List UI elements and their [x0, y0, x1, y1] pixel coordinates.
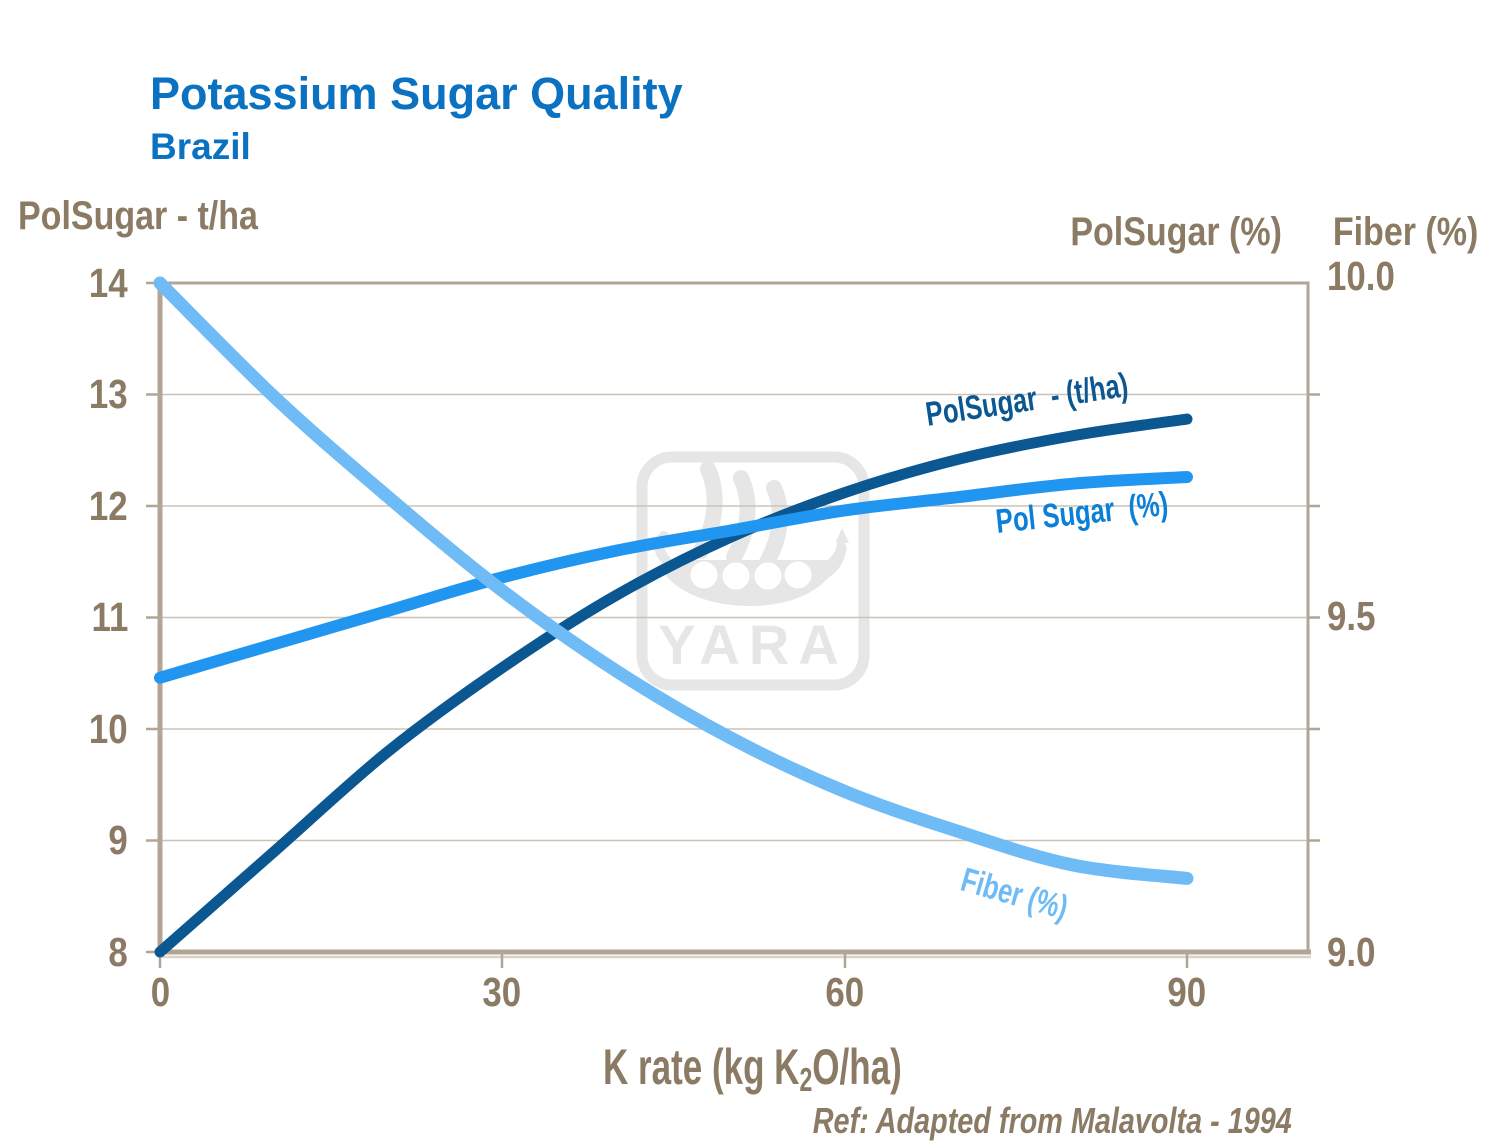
x-axis-title-post: O/ha) — [811, 1039, 902, 1095]
x-tick-60: 60 — [825, 969, 865, 1015]
shield-icon — [754, 562, 782, 590]
x-axis-title-subscript: 2 — [799, 1061, 812, 1099]
x-tick-30: 30 — [482, 969, 522, 1015]
y-tick-10: 10 — [89, 706, 128, 752]
shield-icon — [722, 562, 750, 590]
y-tick-9: 9 — [108, 817, 128, 863]
right-axis-title-polsugar-text: PolSugar (%) — [1070, 210, 1282, 254]
y-tick-8: 8 — [108, 929, 128, 975]
y-tick-14: 14 — [89, 260, 128, 306]
x-axis-title-pre: K rate (kg K — [602, 1039, 800, 1095]
tick-marks — [146, 281, 1320, 968]
fiber-curve — [153, 276, 1194, 885]
polsugar-pct-curve — [154, 471, 1193, 684]
right-axis-title-fiber: Fiber (%) — [1318, 210, 1494, 255]
right-tick-10-0: 10.0 — [1327, 253, 1395, 299]
yara-watermark-text: YARA — [658, 613, 848, 676]
page-title: Potassium Sugar Quality — [150, 68, 683, 119]
yara-watermark-logo: YARA — [636, 451, 870, 691]
reference-footnote: Ref: Adapted from Malavolta - 1994 — [812, 1100, 1292, 1141]
ship-hull-icon — [661, 539, 847, 606]
left-axis-title: PolSugar - t/ha — [18, 194, 300, 239]
sail-icon — [693, 461, 723, 559]
dragon-head-icon — [836, 528, 849, 543]
y-tick-13: 13 — [89, 371, 128, 417]
page-subtitle: Brazil — [150, 126, 251, 167]
right-tick-9-5: 9.5 — [1327, 593, 1376, 639]
shield-icon — [784, 561, 812, 589]
y-tick-12: 12 — [89, 483, 128, 529]
x-tick-90: 90 — [1167, 969, 1207, 1015]
y-tick-11: 11 — [91, 594, 128, 640]
polsugar-tha-curve — [154, 413, 1193, 958]
right-axis-title-polsugar: PolSugar (%) — [982, 210, 1282, 255]
right-axis-title-fiber-text: Fiber (%) — [1333, 210, 1479, 254]
shield-icon — [690, 561, 718, 589]
x-axis-title: K rate (kg K2O/ha) — [452, 1038, 1052, 1099]
right-tick-9-0: 9.0 — [1327, 929, 1376, 975]
sail-icon — [726, 470, 756, 565]
x-tick-0: 0 — [150, 969, 170, 1015]
left-axis-title-text: PolSugar - t/ha — [18, 194, 258, 238]
